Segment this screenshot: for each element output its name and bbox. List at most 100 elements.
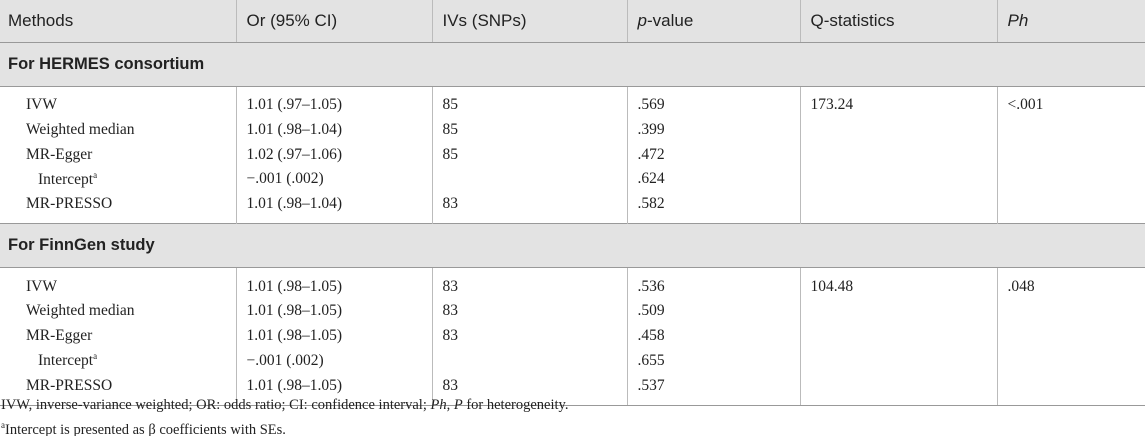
cell: 173.24 xyxy=(799,86,997,118)
cell: 1.01 (.98–1.04) xyxy=(235,191,432,224)
cell: 104.48 xyxy=(799,267,997,300)
cell: 85 xyxy=(431,117,627,143)
section-row: For FinnGen study xyxy=(0,223,1145,269)
cell xyxy=(431,348,627,374)
cell xyxy=(799,142,997,168)
cell: Intercepta xyxy=(0,349,236,374)
cell xyxy=(996,191,1145,224)
cell: MR-PRESSO xyxy=(26,195,113,213)
superscript: a xyxy=(93,351,98,362)
cell: 85 xyxy=(431,86,627,118)
footnote: aIntercept is presented as β coefficient… xyxy=(1,420,286,436)
footnote: IVW, inverse-variance weighted; OR: odds… xyxy=(1,397,568,414)
italic-run: P xyxy=(453,397,463,413)
cell: MR-PRESSO xyxy=(0,373,236,406)
cell: −.001 (.002) xyxy=(235,348,432,374)
cell: .399 xyxy=(626,117,800,143)
cell: Weighted median xyxy=(26,121,135,139)
cell: .048 xyxy=(996,267,1145,300)
text-run: for heterogeneity. xyxy=(462,397,569,413)
header-row: Methods Or (95% CI) IVs (SNPs) p-value Q-sta… xyxy=(0,0,1145,43)
column-header: Ph xyxy=(996,0,1145,43)
cell: MR-Egger xyxy=(26,145,93,163)
table-body: For HERMES consortium IVW 1.01 (.97–1.05) 8… xyxy=(0,42,1145,406)
cell: 85 xyxy=(431,142,627,168)
cell: .582 xyxy=(626,191,800,224)
cell: 1.01 (.98–1.05) xyxy=(235,299,432,324)
superscript: a xyxy=(1,420,5,430)
text-run: , xyxy=(446,397,454,413)
cell xyxy=(799,348,997,374)
cell xyxy=(996,142,1145,168)
text-run: Intercept xyxy=(38,170,94,188)
cell: .624 xyxy=(626,167,800,192)
cell: 1.01 (.98–1.04) xyxy=(235,117,432,143)
cell: Intercepta xyxy=(0,167,236,192)
text-run: IVW, inverse-variance weighted; OR: odds… xyxy=(1,397,431,413)
cell xyxy=(799,167,997,192)
cell xyxy=(996,348,1145,374)
data-row: MR-Egger 1.02 (.97–1.06) 85.472 xyxy=(0,142,1145,168)
data-row: Intercepta −.001 (.002) .655 xyxy=(0,348,1145,374)
cell: 83 xyxy=(431,267,627,300)
cell: Weighted median xyxy=(26,302,135,320)
cell: 83 xyxy=(431,191,627,224)
cell: .536 xyxy=(626,267,800,300)
superscript: a xyxy=(93,169,98,180)
text-run: -value xyxy=(646,11,694,30)
cell: .537 xyxy=(626,373,800,406)
text-run: Intercept xyxy=(38,352,94,370)
data-row: MR-Egger 1.01 (.98–1.05) 83.458 xyxy=(0,323,1145,349)
cell xyxy=(996,117,1145,143)
cell xyxy=(431,167,627,192)
cell: 83 xyxy=(431,299,627,324)
cell: .509 xyxy=(626,299,800,324)
section-title: For FinnGen study xyxy=(0,223,1145,269)
column-header: p-value xyxy=(626,0,800,43)
cell xyxy=(799,299,997,324)
cell xyxy=(996,323,1145,349)
cell xyxy=(996,373,1145,406)
cell xyxy=(996,299,1145,324)
italic-run: Ph xyxy=(1007,11,1029,30)
data-row: MR-PRESSO 1.01 (.98–1.05) 83.537 xyxy=(0,373,1145,406)
column-header: Q-statistics xyxy=(799,0,997,43)
cell xyxy=(799,191,997,224)
italic-run: p xyxy=(637,11,647,30)
cell: IVW xyxy=(26,277,57,295)
cell xyxy=(799,373,997,406)
section-title: For HERMES consortium xyxy=(0,42,1145,87)
data-row: MR-PRESSO 1.01 (.98–1.04) 83.582 xyxy=(0,191,1145,224)
results-table: Methods Or (95% CI) IVs (SNPs) p-value Q-sta… xyxy=(0,0,1145,406)
column-header: IVs (SNPs) xyxy=(431,0,627,43)
cell: IVW xyxy=(26,96,57,114)
cell: 83 xyxy=(431,323,627,349)
cell: 1.02 (.97–1.06) xyxy=(235,142,432,168)
cell: <.001 xyxy=(996,86,1145,118)
data-row: IVW 1.01 (.98–1.05) 83.536 104.48.048 xyxy=(0,267,1145,300)
cell xyxy=(799,323,997,349)
cell: 1.01 (.98–1.05) xyxy=(235,267,432,300)
data-row: Weighted median 1.01 (.98–1.04) 85.399 xyxy=(0,117,1145,143)
cell: .655 xyxy=(626,348,800,374)
cell: .569 xyxy=(626,86,800,118)
column-header: Methods xyxy=(0,0,236,43)
cell: −.001 (.002) xyxy=(235,167,432,192)
cell: 1.01 (.97–1.05) xyxy=(235,86,432,118)
column-header: Or (95% CI) xyxy=(235,0,432,43)
cell: .458 xyxy=(626,323,800,349)
section-row: For HERMES consortium xyxy=(0,42,1145,87)
data-row: Intercepta −.001 (.002) .624 xyxy=(0,167,1145,192)
data-row: Weighted median 1.01 (.98–1.05) 83.509 xyxy=(0,299,1145,324)
text-run: Intercept is presented as β coefficients… xyxy=(5,421,286,436)
cell: MR-Egger xyxy=(26,327,93,345)
cell xyxy=(996,167,1145,192)
data-row: IVW 1.01 (.97–1.05) 85.569 173.24 <.001 xyxy=(0,86,1145,118)
cell xyxy=(799,117,997,143)
cell: 1.01 (.98–1.05) xyxy=(235,373,432,406)
cell: .472 xyxy=(626,142,800,168)
italic-run: Ph xyxy=(430,397,447,413)
cell: 1.01 (.98–1.05) xyxy=(235,323,432,349)
cell: 83 xyxy=(431,373,627,406)
